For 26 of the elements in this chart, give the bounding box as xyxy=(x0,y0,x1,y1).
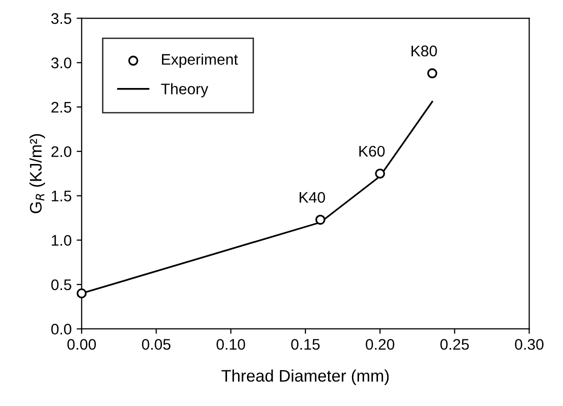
x-tick-label: 0.00 xyxy=(67,338,96,350)
point xyxy=(427,68,438,78)
y-tick-label: 0.5 xyxy=(51,279,72,290)
y-tick-label: 2.5 xyxy=(51,102,72,113)
point xyxy=(76,288,87,298)
y-tick-label: 3.0 xyxy=(51,58,72,68)
x-tick-label: 0.20 xyxy=(366,338,394,350)
x-tick-label: 0.05 xyxy=(142,338,170,350)
x-tick-label: 0.15 xyxy=(291,338,320,350)
y-tick-label: 0.0 xyxy=(51,324,72,335)
y-tick-label: 1.0 xyxy=(52,234,72,246)
y-tick-label: 2.0 xyxy=(51,146,72,158)
annotation: K80 xyxy=(412,46,437,56)
y-tick-label: 3.5 xyxy=(51,13,72,24)
x-tick-label: 0.10 xyxy=(216,338,246,350)
legend-label: Theory xyxy=(161,83,208,98)
x-tick-label: 0.25 xyxy=(440,338,469,350)
point xyxy=(315,214,326,225)
legend-label: Experiment xyxy=(162,54,238,68)
y-axis-title: G$_{R}$ (KJ/m²) xyxy=(29,134,45,214)
x-tick-label: 0.30 xyxy=(514,338,544,350)
x-axis-title: Thread Diameter (mm) xyxy=(222,369,389,386)
annotation: K60 xyxy=(359,146,385,157)
point xyxy=(375,168,386,179)
y-tick-label: 1.5 xyxy=(52,190,72,202)
annotation: K40 xyxy=(300,192,326,203)
